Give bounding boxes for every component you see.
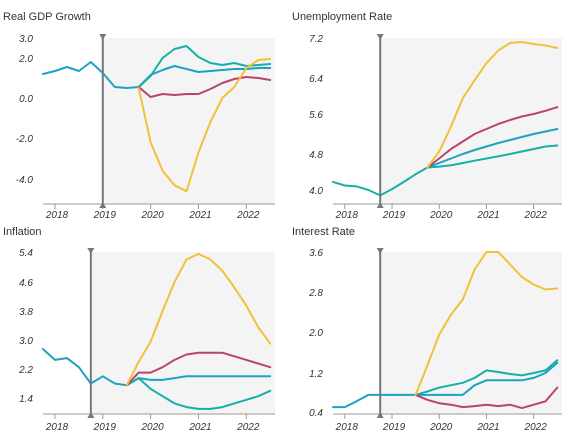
x-tick-label: 2021 — [188, 210, 211, 221]
y-tick-label: 2.0 — [18, 54, 33, 65]
forecast-shading — [380, 38, 562, 204]
y-tick-label: -4.0 — [16, 175, 34, 186]
y-tick-label: 3.0 — [19, 336, 33, 347]
x-tick-label: 2019 — [382, 422, 406, 433]
x-tick-label: 2020 — [429, 422, 453, 433]
x-tick-label: 2020 — [141, 210, 165, 221]
series-line-gold — [125, 252, 272, 387]
series-line-blue — [426, 128, 559, 169]
y-tick-label: 2.0 — [308, 328, 323, 339]
series-line-magenta — [426, 106, 559, 169]
x-tick-label: 2022 — [524, 210, 548, 221]
chart-panel-3: Inflation 5.4 4.6 3.8 3.0 2.2 1.4 2018 2019 2020 2… — [3, 226, 275, 433]
chart-panel-1: Real GDP Growth 3.0 2.0 0.0 -2.0 -4.0 2018 2019… — [3, 11, 275, 221]
series-line-magenta — [137, 76, 272, 98]
series-line-gold — [137, 58, 272, 193]
y-tick-label: 5.4 — [19, 248, 33, 259]
x-tick-label: 2021 — [188, 422, 211, 433]
series-line-teal — [414, 359, 559, 396]
series-line-teal — [125, 377, 272, 410]
y-tick-label: 6.4 — [309, 74, 323, 85]
series-line-magenta — [125, 351, 272, 387]
x-tick-label: 2020 — [141, 422, 165, 433]
marker-top-triangle-icon — [87, 248, 95, 254]
x-tick-label: 2019 — [93, 210, 117, 221]
y-tick-label: 7.2 — [309, 34, 323, 45]
y-tick-label: 4.8 — [309, 150, 323, 161]
x-tick-label: 2018 — [45, 210, 69, 221]
chart-title: Unemployment Rate — [292, 11, 392, 23]
series-line-gold — [426, 41, 559, 169]
chart-title: Inflation — [3, 226, 42, 238]
chart-title: Interest Rate — [292, 226, 355, 238]
marker-top-triangle-icon — [99, 34, 107, 40]
y-tick-label: 2.2 — [18, 365, 33, 376]
series-line-blue — [332, 361, 559, 409]
y-tick-label: 2.8 — [308, 288, 323, 299]
x-tick-label: 2019 — [382, 210, 406, 221]
chart-panel-2: Unemployment Rate 7.2 6.4 5.6 4.8 4.0 2018 2019… — [292, 11, 562, 221]
marker-bottom-triangle-icon — [87, 412, 95, 418]
y-tick-label: 4.0 — [309, 186, 323, 197]
y-tick-label: 0.0 — [19, 94, 33, 105]
chart-title: Real GDP Growth — [3, 11, 91, 23]
x-tick-label: 2022 — [524, 422, 548, 433]
x-tick-label: 2022 — [236, 210, 260, 221]
chart-panel-4: Interest Rate 3.6 2.8 2.0 1.2 0.4 2018 2019 2020… — [292, 226, 562, 433]
marker-top-triangle-icon — [376, 248, 384, 254]
marker-bottom-triangle-icon — [376, 412, 384, 418]
y-tick-label: 4.6 — [19, 278, 33, 289]
x-tick-label: 2020 — [429, 210, 453, 221]
y-tick-label: 3.0 — [19, 34, 33, 45]
y-tick-label: 5.6 — [309, 110, 323, 121]
marker-bottom-triangle-icon — [99, 202, 107, 208]
y-tick-label: 1.2 — [309, 369, 323, 380]
x-tick-label: 2019 — [93, 422, 117, 433]
forecast-shading — [102, 38, 275, 204]
series-line-blue — [42, 61, 272, 89]
y-tick-label: -2.0 — [16, 134, 34, 145]
x-tick-label: 2018 — [45, 422, 69, 433]
forecast-shading — [90, 252, 275, 414]
x-tick-label: 2018 — [335, 422, 359, 433]
y-tick-label: 1.4 — [19, 394, 33, 405]
y-tick-label: 0.4 — [309, 408, 323, 419]
marker-top-triangle-icon — [376, 34, 384, 40]
x-tick-label: 2022 — [236, 422, 260, 433]
series-line-blue — [42, 348, 272, 387]
x-tick-label: 2021 — [476, 210, 499, 221]
series-line-teal — [332, 144, 559, 197]
y-tick-label: 3.8 — [19, 307, 33, 318]
marker-bottom-triangle-icon — [376, 202, 384, 208]
y-tick-label: 3.6 — [309, 248, 323, 259]
series-line-gold — [414, 251, 559, 396]
series-line-magenta — [414, 386, 559, 410]
x-tick-label: 2021 — [476, 422, 499, 433]
x-tick-label: 2018 — [335, 210, 359, 221]
